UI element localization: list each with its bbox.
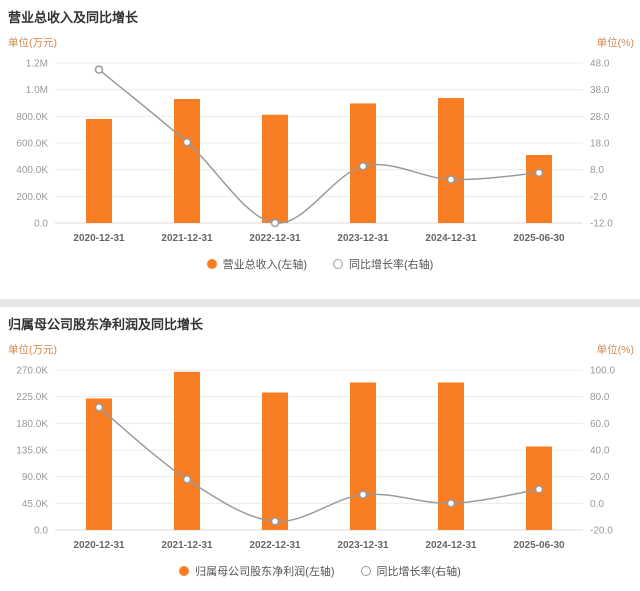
svg-text:200.0K: 200.0K: [16, 192, 48, 203]
line-legend-icon: [360, 566, 371, 576]
svg-text:1.2M: 1.2M: [26, 59, 48, 70]
net-profit-chart-panel: 归属母公司股东净利润及同比增长 单位(万元) 单位(%) 0.0 -20.0 45.…: [0, 307, 640, 591]
svg-text:0.0: 0.0: [34, 526, 48, 537]
bar-legend-icon: [206, 259, 217, 269]
svg-text:225.0K: 225.0K: [16, 392, 48, 403]
svg-text:400.0K: 400.0K: [16, 165, 48, 176]
legend: 营业总收入(左轴) 同比增长率(右轴): [0, 254, 640, 274]
legend-item-growth-rate[interactable]: 同比增长率(右轴): [333, 256, 433, 272]
svg-text:60.0: 60.0: [590, 419, 610, 430]
svg-text:20.0: 20.0: [590, 472, 610, 483]
svg-text:38.0: 38.0: [590, 85, 610, 96]
svg-text:-12.0: -12.0: [590, 219, 613, 230]
svg-text:135.0K: 135.0K: [16, 446, 48, 457]
bar-legend-icon: [179, 566, 190, 576]
svg-text:100.0: 100.0: [590, 366, 615, 377]
line-legend-icon: [333, 259, 343, 269]
revenue-bar-line-chart[interactable]: 0.0 -12.0 200.0K -2.0 400.0K 8.0 600.0K 18.0 800…: [0, 51, 640, 251]
svg-text:28.0: 28.0: [590, 112, 610, 123]
svg-text:600.0K: 600.0K: [16, 139, 48, 150]
svg-text:180.0K: 180.0K: [16, 419, 48, 430]
svg-text:2023-12-31: 2023-12-31: [337, 233, 389, 244]
svg-text:0.0: 0.0: [590, 499, 604, 510]
svg-text:2020-12-31: 2020-12-31: [73, 233, 125, 244]
legend: 归属母公司股东净利润(左轴) 同比增长率(右轴): [0, 561, 640, 581]
chart-title: 营业总收入及同比增长: [8, 10, 139, 25]
net-profit-bar-line-chart[interactable]: 0.0 -20.0 45.0K 0.0 90.0K 20.0 135.0K 40.0 180.0…: [0, 358, 640, 558]
legend-label: 同比增长率(右轴): [349, 259, 434, 271]
svg-text:2022-12-31: 2022-12-31: [249, 233, 301, 244]
legend-label: 同比增长率(右轴): [376, 566, 461, 578]
legend-label: 归属母公司股东净利润(左轴): [195, 566, 335, 578]
panel-divider: [0, 299, 640, 307]
svg-text:2022-12-31: 2022-12-31: [249, 540, 301, 551]
legend-item-net-profit[interactable]: 归属母公司股东净利润(左轴): [179, 563, 335, 579]
unit-left-label: 单位(万元): [8, 36, 57, 49]
svg-text:2020-12-31: 2020-12-31: [73, 540, 125, 551]
axis-units-row: 单位(万元) 单位(%): [0, 342, 640, 356]
svg-text:2021-12-31: 2021-12-31: [161, 540, 213, 551]
svg-text:-2.0: -2.0: [590, 192, 608, 203]
revenue-chart-panel: 营业总收入及同比增长 单位(万元) 单位(%) 0.0 -12.0 200.0K -2…: [0, 0, 640, 299]
svg-text:2024-12-31: 2024-12-31: [425, 233, 477, 244]
unit-left-label: 单位(万元): [8, 343, 57, 356]
svg-text:8.0: 8.0: [590, 165, 604, 176]
legend-item-growth-rate[interactable]: 同比增长率(右轴): [360, 563, 461, 579]
svg-text:2024-12-31: 2024-12-31: [425, 540, 477, 551]
svg-text:18.0: 18.0: [590, 139, 610, 150]
unit-right-label: 单位(%): [596, 36, 634, 49]
svg-text:270.0K: 270.0K: [16, 366, 48, 377]
svg-text:2021-12-31: 2021-12-31: [161, 233, 213, 244]
svg-text:48.0: 48.0: [590, 59, 610, 70]
axis-units-row: 单位(万元) 单位(%): [0, 35, 640, 49]
chart-title: 归属母公司股东净利润及同比增长: [8, 317, 204, 332]
svg-text:90.0K: 90.0K: [22, 472, 48, 483]
legend-label: 营业总收入(左轴): [222, 259, 307, 271]
svg-text:80.0: 80.0: [590, 392, 610, 403]
svg-text:1.0M: 1.0M: [26, 85, 48, 96]
svg-text:-20.0: -20.0: [590, 526, 613, 537]
svg-text:800.0K: 800.0K: [16, 112, 48, 123]
svg-text:45.0K: 45.0K: [22, 499, 48, 510]
svg-text:40.0: 40.0: [590, 446, 610, 457]
svg-text:0.0: 0.0: [34, 219, 48, 230]
svg-text:2025-06-30: 2025-06-30: [513, 540, 565, 551]
legend-item-revenue[interactable]: 营业总收入(左轴): [206, 256, 307, 272]
unit-right-label: 单位(%): [596, 343, 634, 356]
svg-text:2025-06-30: 2025-06-30: [513, 233, 565, 244]
svg-text:2023-12-31: 2023-12-31: [337, 540, 389, 551]
